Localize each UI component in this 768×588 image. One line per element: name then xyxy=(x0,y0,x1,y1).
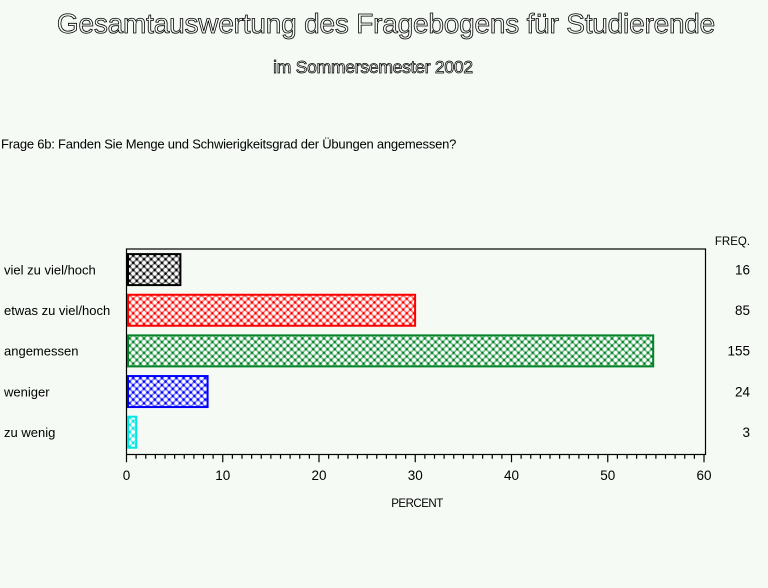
svg-text:40: 40 xyxy=(504,468,519,483)
svg-text:30: 30 xyxy=(408,468,423,483)
svg-text:10: 10 xyxy=(215,468,230,483)
svg-text:weniger: weniger xyxy=(3,384,50,399)
svg-text:viel zu viel/hoch: viel zu viel/hoch xyxy=(4,262,96,277)
svg-text:im Sommersemester 2002: im Sommersemester 2002 xyxy=(273,57,473,77)
svg-text:Frage 6b: Fanden Sie Menge und: Frage 6b: Fanden Sie Menge und Schwierig… xyxy=(1,137,456,152)
svg-text:155: 155 xyxy=(727,344,750,359)
svg-text:60: 60 xyxy=(696,468,711,483)
svg-text:20: 20 xyxy=(311,468,326,483)
svg-text:zu wenig: zu wenig xyxy=(4,425,55,440)
svg-text:etwas zu viel/hoch: etwas zu viel/hoch xyxy=(4,303,110,318)
svg-text:PERCENT: PERCENT xyxy=(391,498,443,510)
svg-text:Gesamtauswertung des Frageboge: Gesamtauswertung des Fragebogens für Stu… xyxy=(57,8,715,39)
svg-text:angemessen: angemessen xyxy=(4,344,78,359)
svg-text:FREQ.: FREQ. xyxy=(715,236,750,248)
svg-text:3: 3 xyxy=(742,425,750,440)
svg-text:50: 50 xyxy=(600,468,615,483)
svg-text:16: 16 xyxy=(735,262,750,277)
svg-text:0: 0 xyxy=(123,468,131,483)
svg-text:85: 85 xyxy=(735,303,750,318)
svg-text:24: 24 xyxy=(735,384,751,399)
